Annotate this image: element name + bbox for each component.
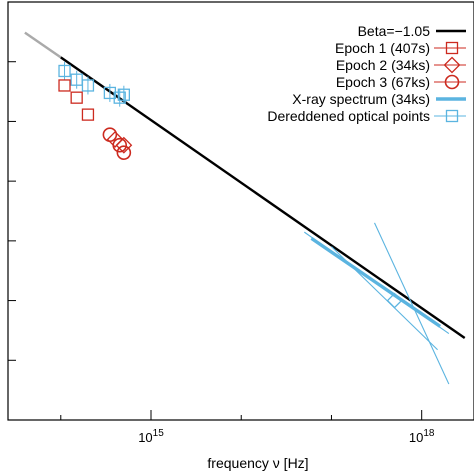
xray-marker — [386, 292, 403, 309]
epoch2-point-1 — [106, 130, 124, 148]
axes: 1015 1018 — [7, 1, 474, 445]
plot-area — [24, 31, 466, 385]
optical-point-1 — [58, 64, 71, 78]
x-tick-label-2: 1018 — [409, 428, 435, 445]
legend-label-6: Dereddened optical points — [267, 108, 430, 124]
legend-epoch1-marker — [445, 41, 459, 55]
xray-error-line-2 — [374, 222, 450, 385]
optical-point-4 — [103, 86, 117, 100]
legend-label-3: Epoch 2 (34ks) — [336, 57, 430, 73]
legend-label-5: X-ray spectrum (34ks) — [292, 91, 430, 107]
epoch3-point-2 — [112, 137, 128, 153]
x-tick-label-1: 1015 — [138, 428, 164, 445]
xray-spectrum-line — [310, 236, 442, 328]
beta-line — [60, 56, 466, 340]
legend-label-1: Beta=−1.05 — [358, 23, 431, 39]
legend-epoch3-marker — [444, 74, 460, 90]
legend-epoch2-marker — [443, 56, 461, 74]
beta-line-extension — [24, 31, 62, 59]
epoch1-point-2 — [70, 91, 83, 104]
legend-label-4: Epoch 3 (67ks) — [336, 74, 430, 90]
x-axis-label: frequency ν [Hz] — [207, 455, 308, 471]
legend-label-2: Epoch 1 (407s) — [335, 40, 430, 56]
epoch3-point-1 — [102, 127, 118, 142]
epoch1-point-1 — [58, 79, 71, 92]
optical-point-3 — [81, 79, 95, 92]
epoch1-point-3 — [81, 108, 95, 121]
epoch3-point-3 — [116, 145, 132, 160]
epoch2-point-2 — [115, 136, 133, 154]
optical-point-5 — [113, 91, 126, 104]
legend-optical-marker — [445, 109, 459, 123]
optical-point-6 — [117, 88, 130, 101]
